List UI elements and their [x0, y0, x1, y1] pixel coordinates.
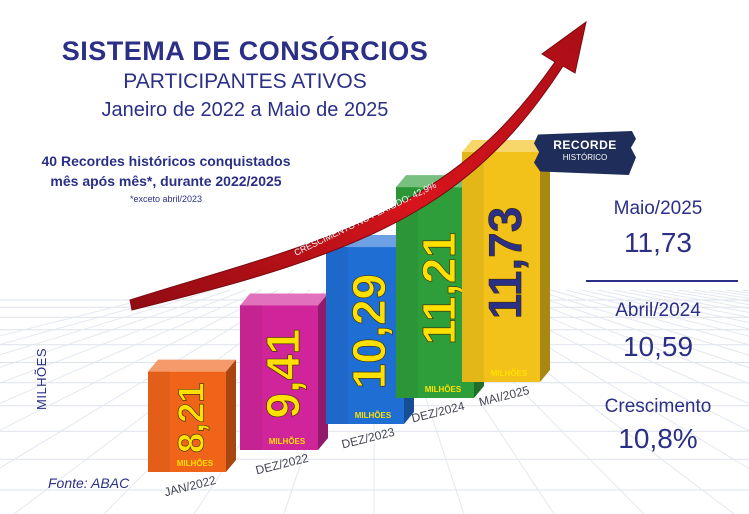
floor-grid-line [0, 289, 199, 346]
bar-2: 9,41 MILHÕES DEZ/2022 [240, 293, 328, 477]
floor-grid-line [501, 289, 749, 384]
floor-grid-line [0, 289, 247, 384]
bar-unit-label: MILHÕES [355, 411, 392, 420]
bar-side-face [540, 140, 550, 382]
category-label: DEZ/2024 [410, 399, 466, 426]
side-divider [586, 280, 738, 282]
subtitle: PARTICIPANTES ATIVOS [123, 70, 367, 93]
floor-grid-line [581, 289, 749, 330]
bar-top-face [240, 293, 328, 306]
bar-value-label: 9,41 [257, 329, 309, 419]
side-value-current: 11,73 [624, 227, 692, 258]
category-label: JAN/2022 [163, 473, 218, 499]
floor-grid-line [485, 289, 749, 405]
floor-grid-line [0, 289, 215, 356]
floor-grid-line [533, 289, 749, 356]
source-note: Fonte: ABAC [48, 475, 130, 491]
bar-unit-label: MILHÕES [269, 437, 306, 446]
bar-unit-label: MILHÕES [425, 385, 462, 394]
bar-5: 11,73 MILHÕES MAI/2025 [462, 140, 550, 409]
record-badge: RECORDE HISTÓRICO [534, 131, 636, 175]
bar-value-label: 10,29 [343, 274, 395, 389]
floor-grid-line [565, 289, 749, 337]
record-badge-main: RECORDE [553, 138, 617, 152]
category-label: DEZ/2022 [254, 451, 310, 478]
bar-shade [240, 305, 262, 450]
bar-shade [396, 187, 418, 398]
side-label-previous: Abril/2024 [615, 300, 701, 321]
bar-value-label: 11,73 [479, 207, 531, 320]
period-label: Janeiro de 2022 a Maio de 2025 [101, 99, 389, 121]
bar-shade [148, 371, 170, 472]
floor-grid-line [517, 289, 749, 369]
bar-value-label: 8,21 [171, 383, 212, 453]
records-line-1: 40 Recordes históricos conquistados [41, 153, 291, 169]
bar-4: 11,21 MILHÕES DEZ/2024 [396, 175, 484, 425]
bar-unit-label: MILHÕES [491, 369, 528, 378]
side-label-growth: Crescimento [604, 396, 712, 417]
category-label: DEZ/2023 [340, 425, 396, 452]
bars-group: 8,21 MILHÕES JAN/2022 9,41 MILHÕES DEZ/2022 10… [148, 140, 550, 499]
bar-unit-label: MILHÕES [177, 459, 214, 468]
record-badge-sub: HISTÓRICO [562, 153, 608, 162]
side-label-current: Maio/2025 [613, 198, 703, 219]
category-label: MAI/2025 [477, 383, 531, 409]
floor-grid-line [0, 289, 279, 431]
side-value-previous: 10,59 [622, 331, 694, 362]
floor-grid-line [0, 289, 263, 404]
axis-unit-label: MILHÕES [34, 347, 49, 410]
floor-grid-line [0, 289, 295, 469]
bar-top-face [148, 359, 236, 372]
bar-shade [462, 152, 484, 382]
bar-value-label: 11,21 [413, 232, 465, 345]
bar-side-face [318, 293, 328, 450]
bar-shade [326, 247, 348, 424]
records-footnote: *exceto abril/2023 [129, 194, 203, 204]
bar-side-face [226, 359, 236, 472]
side-value-growth: 10,8% [618, 423, 698, 454]
bar-1: 8,21 MILHÕES JAN/2022 [148, 359, 236, 499]
floor-grid-line [0, 289, 231, 368]
records-line-2: mês após mês*, durante 2022/2025 [50, 173, 282, 189]
growth-arrow-body [129, 20, 587, 311]
floor-grid-line [549, 289, 749, 346]
floor-grid-line [0, 289, 183, 337]
main-title: SISTEMA DE CONSÓRCIOS [61, 36, 429, 66]
